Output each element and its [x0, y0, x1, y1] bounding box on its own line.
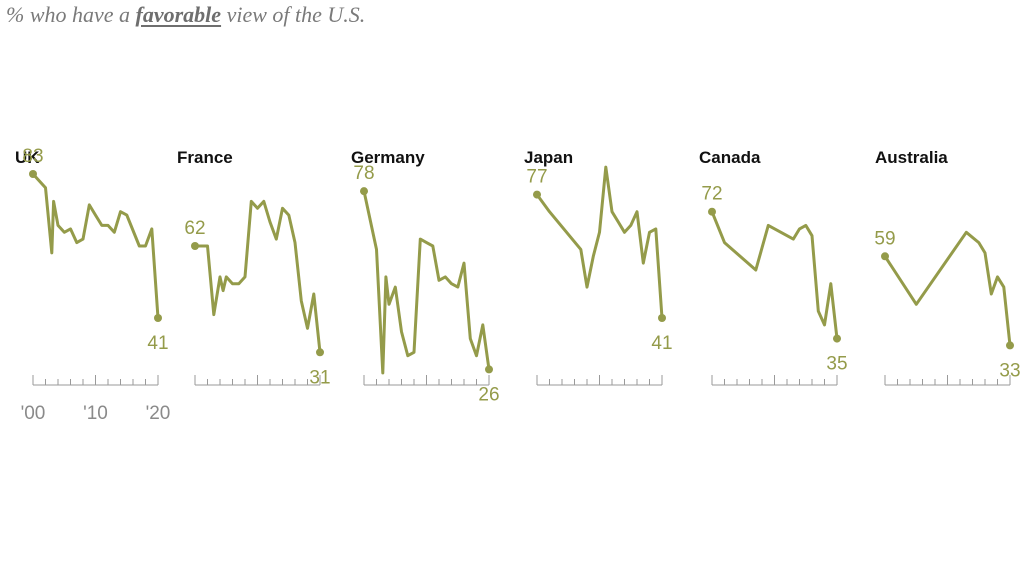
subtitle-emphasis: favorable [135, 2, 222, 27]
series-line-france [193, 199, 322, 354]
start-point-canada [708, 207, 716, 216]
subtitle-prefix: % who have a [6, 2, 131, 27]
x-tick-label: '10 [83, 403, 108, 424]
panel-title-uk: UK [15, 148, 40, 167]
start-label-australia: 59 [874, 228, 895, 249]
x-tick-label: '00 [21, 403, 46, 424]
end-label-germany: 26 [478, 384, 499, 405]
subtitle-suffix: view of the U.S. [226, 2, 366, 27]
start-label-canada: 72 [701, 184, 722, 205]
start-label-france: 62 [184, 218, 205, 239]
series-line-canada [710, 210, 839, 341]
start-point-germany [360, 187, 368, 196]
panel-title-canada: Canada [699, 148, 761, 167]
panel-title-germany: Germany [351, 148, 425, 167]
end-point-australia [1006, 341, 1014, 350]
panel-title-japan: Japan [524, 148, 573, 167]
end-point-canada [833, 334, 841, 343]
end-point-japan [658, 314, 666, 322]
end-label-japan: 41 [651, 333, 672, 354]
end-point-uk [154, 314, 162, 322]
end-point-france [316, 348, 324, 357]
start-point-uk [29, 170, 37, 178]
panel-title-australia: Australia [875, 148, 948, 167]
end-label-canada: 35 [826, 354, 847, 375]
start-label-germany: 78 [353, 163, 374, 184]
end-label-australia: 33 [999, 360, 1020, 381]
start-point-australia [881, 252, 889, 261]
end-label-uk: 41 [147, 333, 168, 354]
series-line-germany [362, 189, 491, 375]
x-tick-label: '20 [146, 403, 171, 424]
end-point-germany [485, 365, 493, 374]
series-line-australia [883, 230, 1012, 347]
panel-title-france: France [177, 148, 233, 167]
chart-subtitle: % who have a favorable view of the U.S. [6, 2, 365, 28]
end-label-france: 31 [309, 367, 330, 388]
series-line-japan [535, 165, 664, 320]
series-line-uk [31, 172, 160, 320]
start-label-japan: 77 [526, 167, 547, 188]
start-label-uk: 83 [22, 146, 43, 167]
start-point-france [191, 242, 199, 250]
start-point-japan [533, 190, 541, 199]
